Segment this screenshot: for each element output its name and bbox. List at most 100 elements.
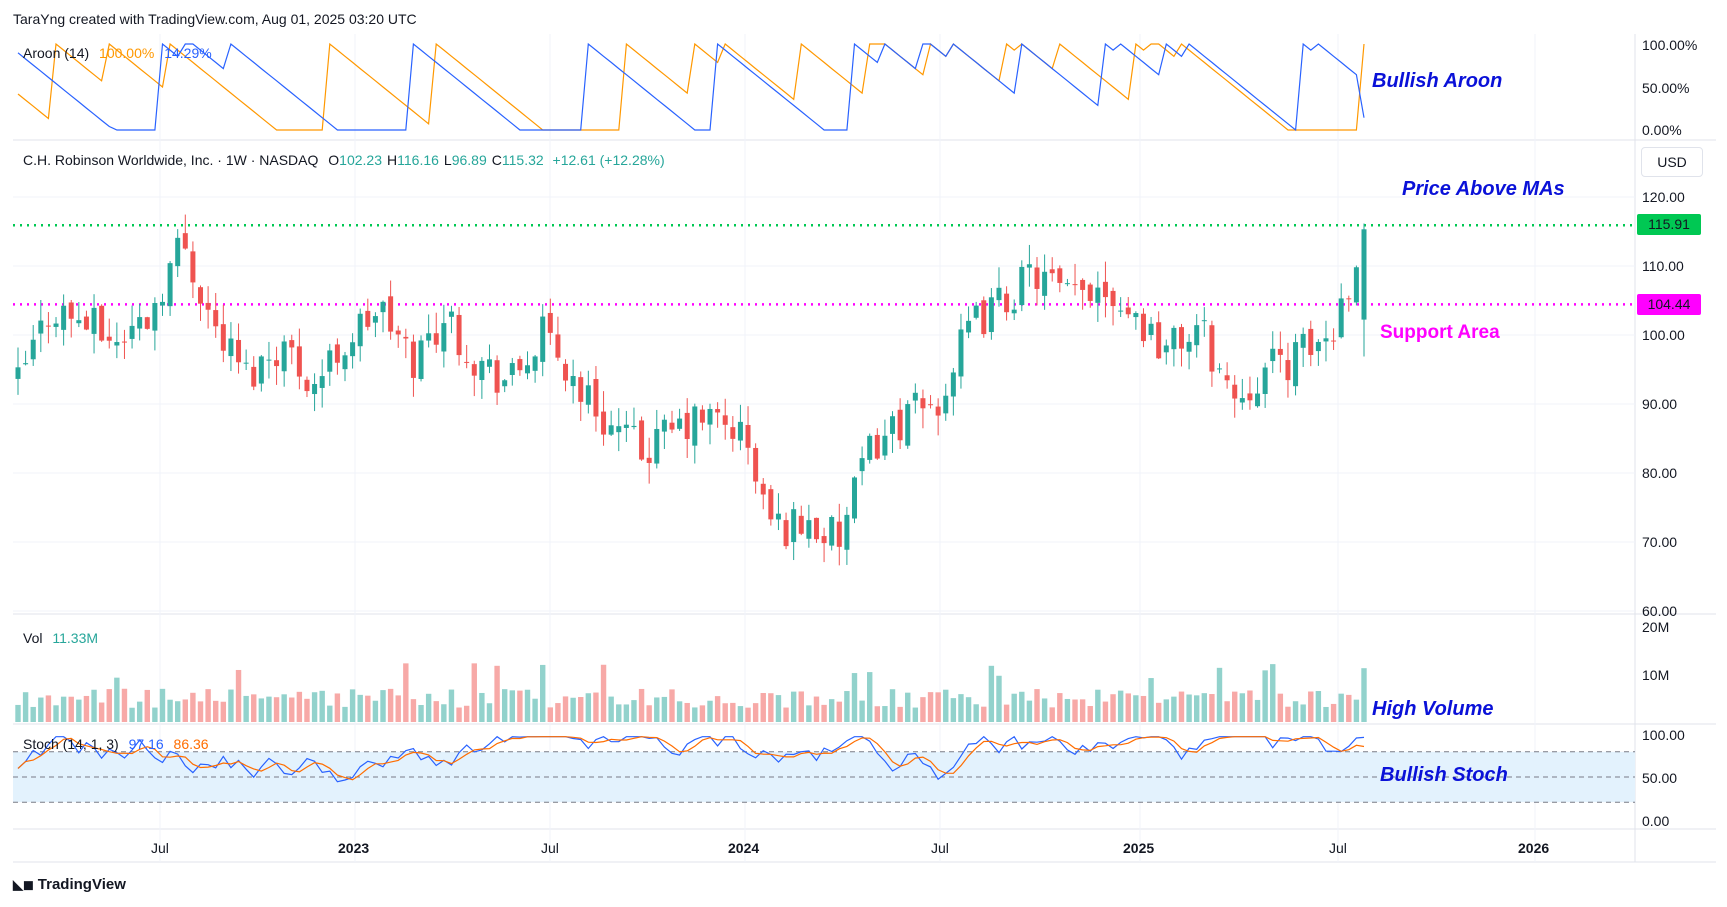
support-price-tag: 104.44 — [1637, 294, 1701, 315]
volume-value: 11.33M — [52, 630, 99, 646]
candle-body — [1072, 284, 1078, 286]
candle-body — [274, 360, 280, 367]
volume-bar — [1110, 694, 1116, 722]
volume-bar — [479, 692, 485, 722]
volume-bar — [213, 700, 219, 722]
volume-axis-label: 20M — [1642, 619, 1670, 635]
volume-bar — [311, 692, 318, 722]
stoch-k-line — [17, 735, 1365, 783]
stoch-legend[interactable]: Stoch (14, 1, 3) 97.16 86.36 — [23, 736, 209, 752]
candle-body — [958, 329, 964, 377]
candle-body — [304, 379, 310, 392]
volume-bar — [357, 694, 363, 722]
candle-body — [859, 458, 865, 472]
candle-body — [23, 363, 29, 365]
candle-body — [365, 310, 371, 327]
ohlc-key-c: C — [491, 152, 502, 168]
candle-body — [1133, 313, 1139, 318]
volume-bar — [228, 689, 234, 722]
candle-body — [395, 330, 401, 335]
volume-bar — [1019, 691, 1025, 722]
volume-bar — [1247, 690, 1253, 722]
annotation-high-volume: High Volume — [1372, 698, 1494, 720]
candle-body — [1178, 327, 1184, 349]
volume-bar — [365, 695, 371, 722]
candle-body — [114, 342, 120, 346]
candle-body — [1004, 293, 1010, 313]
price-axis-label: 60.00 — [1642, 603, 1678, 619]
candle-body — [403, 336, 409, 339]
candle-body — [129, 325, 135, 339]
candle-body — [1315, 341, 1321, 352]
candle-body — [912, 392, 918, 401]
candle-body — [327, 350, 333, 372]
volume-bar — [927, 692, 934, 722]
volume-bar — [1049, 707, 1055, 722]
volume-bar — [692, 707, 698, 722]
volume-bar — [699, 705, 706, 722]
candle-body — [593, 379, 599, 417]
candle-body — [1277, 348, 1283, 355]
volume-bar — [965, 697, 972, 722]
volume-bar — [1361, 668, 1367, 722]
currency-button[interactable]: USD — [1641, 147, 1703, 177]
aroon-up-line — [17, 42, 1365, 131]
volume-title: Vol — [23, 630, 43, 646]
candle-body — [844, 514, 850, 550]
candle-body — [517, 359, 523, 371]
volume-bar — [448, 689, 455, 722]
candle-body — [897, 409, 903, 441]
candle-body — [319, 376, 325, 388]
price-legend[interactable]: C.H. Robinson Worldwide, Inc. · 1W · NAS… — [23, 152, 665, 168]
volume-bar — [1308, 691, 1314, 722]
candle-body — [631, 425, 637, 428]
stoch-title: Stoch (14, 1, 3) — [23, 736, 119, 752]
candle-body — [433, 333, 439, 345]
candle-body — [532, 356, 538, 371]
volume-bar — [418, 705, 424, 722]
volume-bar — [1232, 691, 1238, 722]
volume-bar — [867, 672, 873, 722]
candle-body — [555, 334, 561, 358]
volume-bar — [828, 699, 835, 722]
candle-body — [874, 434, 880, 459]
volume-bar — [327, 705, 333, 722]
volume-bar — [775, 695, 782, 722]
volume-bar — [988, 665, 995, 722]
candle-body — [753, 447, 759, 482]
candle-body — [61, 305, 67, 330]
candle-body — [1247, 393, 1253, 401]
candle-body — [928, 404, 934, 406]
volume-bar — [1140, 695, 1147, 722]
volume-bar — [167, 699, 173, 722]
candle-body — [745, 424, 751, 448]
volume-bar — [281, 694, 287, 722]
candle-body — [486, 359, 492, 367]
aroon-axis-label: 50.00% — [1642, 80, 1690, 96]
candle-body — [722, 415, 728, 425]
volume-bar — [433, 701, 439, 722]
candle-body — [159, 301, 165, 306]
candle-body — [1087, 284, 1093, 301]
candle-body — [76, 320, 82, 324]
volume-bar — [600, 664, 607, 722]
candle-body — [121, 341, 127, 343]
candle-body — [1270, 348, 1276, 362]
candle-body — [1125, 307, 1131, 315]
volume-bar — [486, 703, 493, 722]
stoch-axis-label: 50.00 — [1642, 770, 1678, 786]
candle-body — [83, 316, 89, 330]
volume-bar — [790, 691, 797, 722]
candle-body — [1102, 281, 1108, 298]
candle-body — [798, 515, 804, 534]
volume-legend[interactable]: Vol 11.33M — [23, 630, 98, 646]
ohlc-values: O102.23 H116.16 L96.89 C115.32 — [322, 152, 543, 168]
ohlc-value-l: 96.89 — [451, 152, 487, 168]
time-axis-label: 2024 — [728, 840, 760, 856]
volume-bar — [403, 663, 409, 722]
aroon-legend[interactable]: Aroon (14) 100.00% 14.29% — [23, 45, 212, 61]
volume-bar — [676, 701, 683, 722]
tv-logo-icon: ◣◼ — [13, 877, 34, 892]
volume-bar — [1194, 695, 1200, 722]
volume-bar — [760, 693, 766, 722]
